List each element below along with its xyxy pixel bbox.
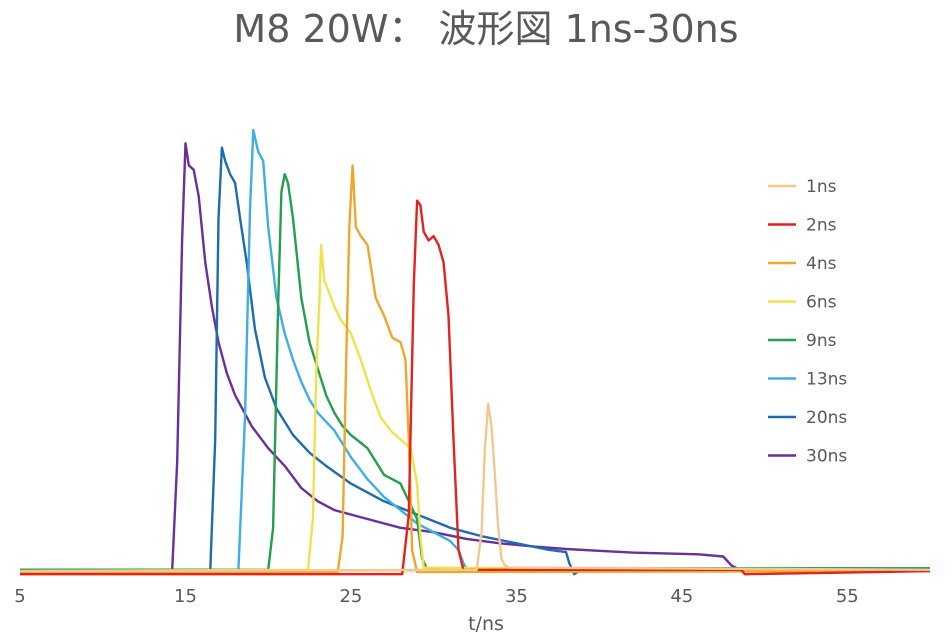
chart-title: M8 20W： 波形図 1ns-30ns bbox=[233, 7, 738, 51]
series-line-2ns bbox=[20, 199, 931, 576]
legend-label: 2ns bbox=[806, 216, 837, 236]
legend-item-6ns: 6ns bbox=[768, 293, 837, 313]
series-line-6ns bbox=[19, 243, 931, 573]
x-axis-label: t/ns bbox=[468, 613, 504, 635]
x-tick-label: 35 bbox=[505, 586, 528, 607]
legend-item-20ns: 20ns bbox=[768, 408, 847, 428]
series-line-9ns bbox=[20, 172, 930, 571]
legend: 1ns 2ns 4ns 6ns 9ns 13ns 20ns 30ns bbox=[768, 177, 847, 467]
x-tick-label: 45 bbox=[670, 586, 693, 607]
series-line-30ns bbox=[20, 142, 930, 571]
legend-item-4ns: 4ns bbox=[768, 254, 837, 274]
plot-area bbox=[19, 128, 931, 576]
x-tick-label: 25 bbox=[339, 586, 362, 607]
legend-label: 6ns bbox=[806, 293, 837, 313]
legend-item-2ns: 2ns bbox=[768, 216, 837, 236]
x-tick-label: 55 bbox=[836, 586, 859, 607]
legend-label: 30ns bbox=[806, 447, 847, 467]
legend-item-30ns: 30ns bbox=[768, 447, 847, 467]
series-line-20ns bbox=[20, 146, 930, 576]
legend-item-13ns: 13ns bbox=[768, 370, 847, 390]
legend-item-1ns: 1ns bbox=[768, 177, 837, 197]
legend-label: 4ns bbox=[806, 254, 837, 274]
legend-label: 1ns bbox=[806, 177, 837, 197]
x-tick-label: 5 bbox=[14, 586, 25, 607]
legend-label: 13ns bbox=[806, 370, 847, 390]
series-line-4ns bbox=[19, 164, 931, 575]
series-line-13ns bbox=[19, 128, 930, 573]
legend-label: 20ns bbox=[806, 408, 847, 428]
legend-item-9ns: 9ns bbox=[768, 331, 837, 351]
x-tick-label: 15 bbox=[174, 586, 197, 607]
series-line-1ns bbox=[19, 402, 931, 573]
legend-label: 9ns bbox=[806, 331, 837, 351]
x-axis-ticks: 5 15 25 35 45 55 bbox=[14, 586, 858, 607]
